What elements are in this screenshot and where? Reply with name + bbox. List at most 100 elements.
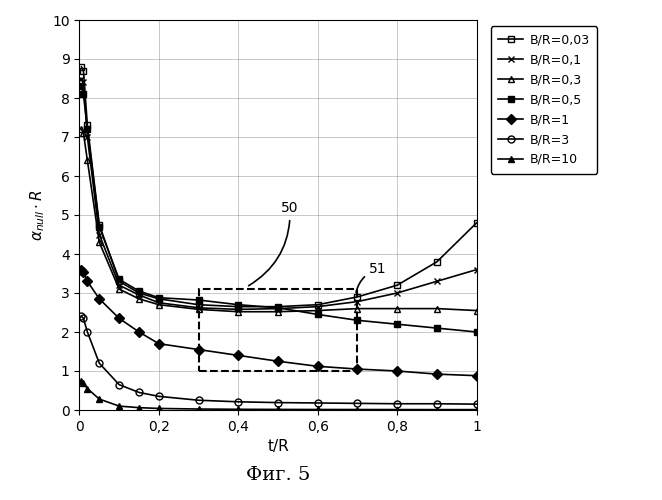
B/R=3 bbox=[314, 400, 322, 406]
B/R=1 bbox=[135, 329, 143, 335]
B/R=10 bbox=[393, 406, 401, 412]
B/R=0,5 bbox=[314, 312, 322, 318]
B/R=0,5 bbox=[473, 329, 481, 335]
B/R=10 bbox=[234, 406, 242, 412]
B/R=0,3 bbox=[473, 308, 481, 314]
B/R=0,5 bbox=[95, 224, 103, 230]
B/R=0,3 bbox=[354, 306, 361, 312]
B/R=3 bbox=[393, 401, 401, 407]
B/R=3 bbox=[95, 360, 103, 366]
B/R=0,5 bbox=[393, 321, 401, 327]
B/R=1 bbox=[433, 371, 441, 377]
B/R=1 bbox=[95, 296, 103, 302]
Line: B/R=0,03: B/R=0,03 bbox=[78, 64, 480, 310]
B/R=0,5 bbox=[433, 325, 441, 331]
B/R=0,1 bbox=[354, 298, 361, 304]
B/R=0,1 bbox=[79, 80, 87, 86]
B/R=1 bbox=[234, 352, 242, 358]
B/R=1 bbox=[195, 346, 203, 352]
B/R=3 bbox=[433, 401, 441, 407]
B/R=1 bbox=[83, 278, 91, 284]
B/R=0,03 bbox=[234, 304, 242, 310]
B/R=0,1 bbox=[115, 282, 123, 288]
B/R=0,03 bbox=[195, 302, 203, 308]
Text: Фиг. 5: Фиг. 5 bbox=[246, 466, 310, 484]
B/R=0,5 bbox=[79, 91, 87, 97]
B/R=0,5 bbox=[155, 294, 163, 300]
Line: B/R=0,5: B/R=0,5 bbox=[78, 83, 480, 336]
B/R=1 bbox=[155, 340, 163, 346]
B/R=10 bbox=[79, 380, 87, 386]
Line: B/R=0,1: B/R=0,1 bbox=[78, 75, 480, 313]
B/R=0,5 bbox=[274, 305, 282, 311]
B/R=3 bbox=[135, 390, 143, 396]
B/R=3 bbox=[354, 400, 361, 406]
B/R=0,5 bbox=[234, 302, 242, 308]
B/R=0,3 bbox=[195, 306, 203, 312]
B/R=0,03 bbox=[155, 296, 163, 302]
B/R=0,5 bbox=[115, 276, 123, 282]
Y-axis label: $\alpha_{null} \cdot R$: $\alpha_{null} \cdot R$ bbox=[28, 189, 46, 241]
B/R=0,1 bbox=[274, 306, 282, 312]
B/R=1 bbox=[79, 268, 87, 274]
B/R=0,3 bbox=[274, 308, 282, 314]
B/R=3 bbox=[195, 397, 203, 403]
B/R=1 bbox=[77, 266, 85, 272]
B/R=10 bbox=[433, 406, 441, 412]
B/R=3 bbox=[79, 316, 87, 322]
B/R=10 bbox=[354, 406, 361, 412]
B/R=0,1 bbox=[77, 76, 85, 82]
Text: 50: 50 bbox=[249, 201, 299, 285]
B/R=10 bbox=[473, 406, 481, 412]
B/R=0,3 bbox=[135, 296, 143, 302]
X-axis label: t/R: t/R bbox=[267, 440, 289, 454]
B/R=0,1 bbox=[234, 306, 242, 312]
B/R=0,3 bbox=[234, 308, 242, 314]
B/R=0,3 bbox=[393, 306, 401, 312]
B/R=0,5 bbox=[83, 126, 91, 132]
B/R=0,1 bbox=[473, 266, 481, 272]
B/R=0,03 bbox=[354, 294, 361, 300]
B/R=0,1 bbox=[433, 278, 441, 284]
B/R=3 bbox=[115, 382, 123, 388]
B/R=10 bbox=[195, 406, 203, 412]
B/R=0,03 bbox=[95, 222, 103, 228]
B/R=0,3 bbox=[79, 130, 87, 136]
Bar bbox=[199, 289, 357, 371]
B/R=10 bbox=[77, 378, 85, 384]
B/R=0,5 bbox=[77, 84, 85, 89]
B/R=0,3 bbox=[83, 158, 91, 164]
Line: B/R=10: B/R=10 bbox=[78, 378, 480, 413]
B/R=3 bbox=[473, 401, 481, 407]
B/R=0,03 bbox=[274, 304, 282, 310]
B/R=10 bbox=[135, 404, 143, 410]
B/R=0,3 bbox=[77, 126, 85, 132]
B/R=10 bbox=[155, 406, 163, 411]
B/R=0,03 bbox=[433, 259, 441, 265]
B/R=3 bbox=[83, 329, 91, 335]
B/R=0,03 bbox=[83, 122, 91, 128]
B/R=0,03 bbox=[473, 220, 481, 226]
B/R=1 bbox=[314, 364, 322, 370]
B/R=0,03 bbox=[79, 68, 87, 73]
B/R=0,5 bbox=[354, 318, 361, 324]
B/R=0,5 bbox=[195, 297, 203, 303]
Line: B/R=1: B/R=1 bbox=[78, 266, 480, 379]
B/R=0,3 bbox=[95, 240, 103, 246]
B/R=0,1 bbox=[393, 290, 401, 296]
B/R=0,3 bbox=[433, 306, 441, 312]
B/R=0,1 bbox=[135, 292, 143, 298]
B/R=1 bbox=[115, 316, 123, 322]
B/R=1 bbox=[473, 372, 481, 378]
B/R=1 bbox=[274, 358, 282, 364]
B/R=0,5 bbox=[135, 288, 143, 294]
B/R=0,3 bbox=[314, 308, 322, 314]
B/R=0,1 bbox=[314, 304, 322, 310]
B/R=0,03 bbox=[77, 64, 85, 70]
B/R=0,03 bbox=[135, 290, 143, 296]
B/R=0,1 bbox=[155, 300, 163, 306]
B/R=0,03 bbox=[115, 278, 123, 284]
B/R=0,1 bbox=[83, 134, 91, 140]
B/R=3 bbox=[234, 399, 242, 405]
Legend: B/R=0,03, B/R=0,1, B/R=0,3, B/R=0,5, B/R=1, B/R=3, B/R=10: B/R=0,03, B/R=0,1, B/R=0,3, B/R=0,5, B/R… bbox=[491, 26, 597, 174]
